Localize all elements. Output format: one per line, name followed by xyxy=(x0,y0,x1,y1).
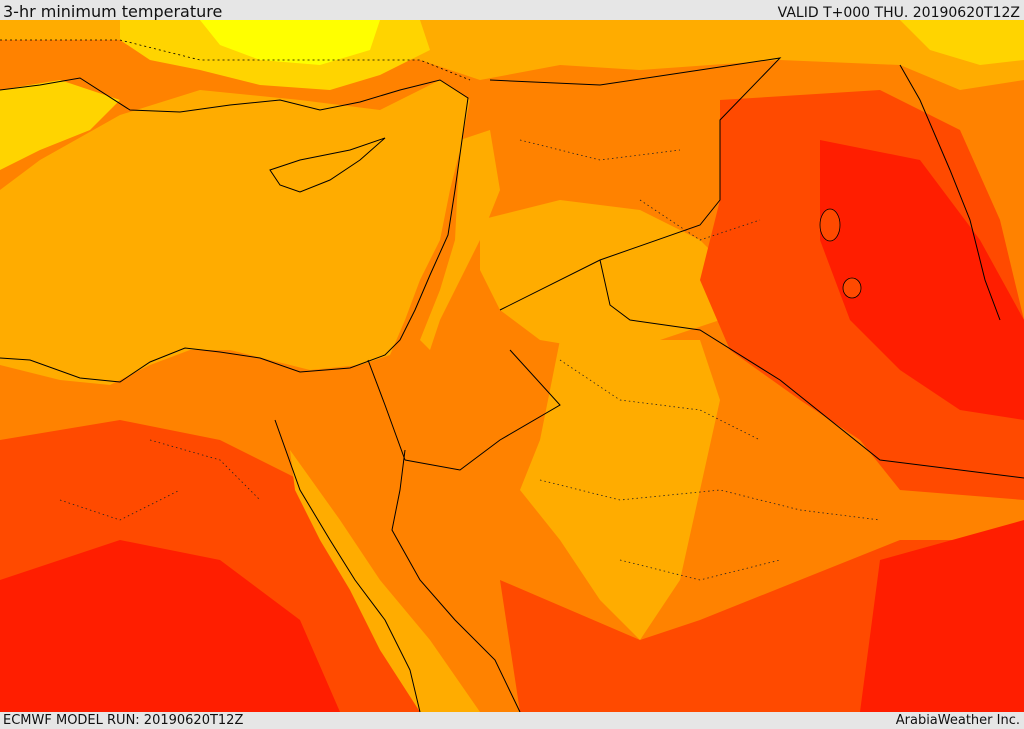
zone-east-hottest xyxy=(860,520,1024,712)
border-egypt-israel xyxy=(367,359,406,461)
admin-boundaries xyxy=(59,139,881,581)
coastline-med xyxy=(0,77,469,383)
lake-milh xyxy=(842,277,862,299)
zone-ne-yellow xyxy=(900,20,1024,65)
map-title: 3-hr minimum temperature xyxy=(3,2,223,21)
lake-tharthar xyxy=(819,208,841,242)
border-iraq-iran xyxy=(899,64,1001,321)
coastline-redsea-west xyxy=(274,419,421,712)
model-run: ECMWF MODEL RUN: 20190620T12Z xyxy=(3,713,244,728)
zone-north-yellow xyxy=(200,20,380,65)
header-bar: 3-hr minimum temperature VALID T+000 THU… xyxy=(0,0,1024,21)
border-syria-iraq xyxy=(489,57,782,311)
zone-saudi-mild xyxy=(520,340,720,640)
sea-red xyxy=(290,450,480,712)
zone-interior-mild xyxy=(480,200,740,350)
temperature-map xyxy=(0,20,1024,712)
border-jordan-saudi xyxy=(404,349,561,471)
footer-bar: ECMWF MODEL RUN: 20190620T12Z ArabiaWeat… xyxy=(0,712,1024,729)
sea-aegean-cool xyxy=(0,80,120,170)
island-cyprus xyxy=(269,137,386,193)
zone-egypt-hottest xyxy=(0,540,340,712)
zone-iraq-hottest xyxy=(820,140,1024,420)
border-turkey xyxy=(0,39,471,81)
zone-levant-cool xyxy=(420,130,500,350)
credit: ArabiaWeather Inc. xyxy=(895,713,1020,728)
coastline-redsea-east xyxy=(391,449,521,712)
valid-time: VALID T+000 THU. 20190620T12Z xyxy=(777,5,1020,21)
border-saudi-iraq xyxy=(599,259,1024,479)
